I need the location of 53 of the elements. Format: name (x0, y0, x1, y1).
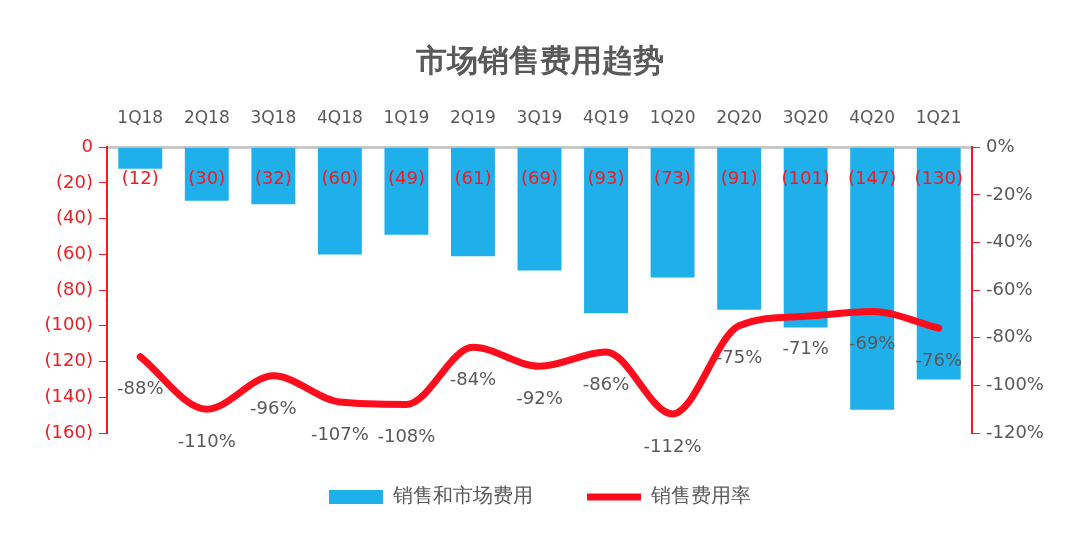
data-label: (69) (521, 167, 558, 189)
data-label: (73) (654, 167, 692, 189)
y-tick-label: (140) (44, 384, 93, 406)
y-tick-label: (80) (56, 277, 93, 299)
data-label: -96% (250, 396, 297, 418)
data-label: -107% (310, 422, 369, 444)
y2-tick-label: -100% (986, 373, 1044, 395)
y2-tick-label: -120% (986, 420, 1044, 442)
chart-title: 市场销售费用趋势 (415, 41, 664, 78)
x-tick-label: 4Q19 (583, 107, 629, 128)
y-tick-label: (40) (56, 206, 93, 228)
y2-tick-label: -40% (986, 230, 1033, 252)
x-tick-label: 2Q18 (183, 107, 230, 128)
data-label: (30) (188, 167, 226, 189)
data-label: (91) (720, 167, 758, 189)
data-label: -75% (715, 346, 763, 368)
data-label: (12) (121, 167, 159, 189)
data-label: -110% (177, 429, 236, 451)
x-tick-label: 1Q18 (117, 107, 164, 128)
y-tick-label: (60) (56, 242, 93, 264)
y-tick-label: (20) (56, 170, 93, 192)
data-label: -86% (582, 372, 630, 394)
legend-label: 销售和市场费用 (392, 483, 533, 508)
x-tick-label: 1Q19 (383, 107, 430, 128)
y2-tick-label: -20% (986, 182, 1033, 204)
data-label: (93) (587, 167, 625, 189)
x-tick-label: 3Q19 (516, 107, 563, 128)
x-tick-label: 3Q20 (782, 107, 829, 128)
data-label: -92% (516, 386, 563, 408)
x-tick-label: 3Q18 (250, 107, 297, 128)
data-label: (60) (321, 167, 359, 189)
y2-tick-label: -60% (986, 277, 1033, 299)
x-tick-label: 1Q21 (915, 107, 962, 128)
x-tick-label: 2Q20 (716, 107, 763, 128)
y2-tick-label: -80% (986, 325, 1033, 347)
data-label: (32) (254, 167, 292, 189)
data-label: -88% (117, 377, 164, 399)
y-tick-label: (120) (44, 349, 93, 371)
y-tick-label: (100) (44, 313, 93, 335)
data-label: (61) (454, 167, 492, 189)
x-tick-label: 4Q18 (316, 107, 363, 128)
x-tick-label: 2Q19 (450, 107, 496, 128)
data-label: -84% (449, 367, 497, 389)
y-tick-label: (160) (44, 420, 93, 442)
data-label: -71% (782, 336, 829, 358)
x-tick-label: 1Q20 (649, 107, 696, 128)
data-label: -108% (377, 425, 436, 447)
legend-label: 销售费用率 (650, 483, 751, 508)
y2-tick-label: 0% (986, 134, 1015, 156)
data-label: -112% (643, 434, 702, 456)
data-label: (49) (387, 167, 425, 189)
x-tick-label: 4Q20 (849, 107, 896, 128)
y-tick-label: 0 (81, 134, 93, 156)
